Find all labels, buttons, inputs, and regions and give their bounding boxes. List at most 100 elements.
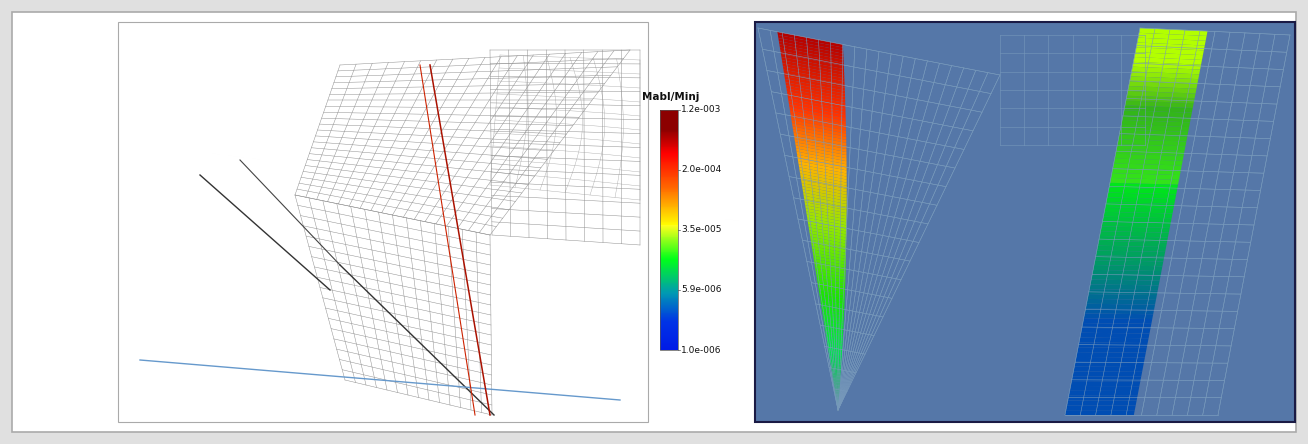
- Polygon shape: [1138, 33, 1206, 41]
- Polygon shape: [778, 41, 844, 57]
- Polygon shape: [785, 79, 845, 94]
- Bar: [661, 197, 678, 198]
- Bar: [661, 190, 678, 191]
- Bar: [661, 313, 678, 314]
- Bar: [661, 228, 678, 229]
- Bar: [661, 253, 678, 254]
- Polygon shape: [1130, 76, 1198, 84]
- Polygon shape: [786, 88, 845, 103]
- Bar: [661, 163, 678, 164]
- Bar: [661, 224, 678, 225]
- Bar: [661, 329, 678, 330]
- Bar: [661, 130, 678, 131]
- Bar: [661, 194, 678, 195]
- Polygon shape: [1075, 357, 1144, 362]
- Polygon shape: [1120, 130, 1188, 137]
- Polygon shape: [812, 252, 846, 262]
- Polygon shape: [820, 300, 845, 307]
- Bar: [661, 245, 678, 246]
- Bar: [661, 138, 678, 139]
- Bar: [661, 348, 678, 349]
- Bar: [661, 283, 678, 284]
- Bar: [661, 230, 678, 231]
- Bar: [661, 233, 678, 234]
- Polygon shape: [803, 193, 846, 204]
- Bar: [661, 184, 678, 185]
- Bar: [661, 229, 678, 230]
- Polygon shape: [1129, 81, 1197, 89]
- Text: 1.0e-006: 1.0e-006: [681, 345, 722, 354]
- Polygon shape: [794, 139, 846, 152]
- Polygon shape: [1080, 328, 1151, 333]
- Polygon shape: [1078, 342, 1147, 348]
- Bar: [661, 308, 678, 309]
- Polygon shape: [1100, 226, 1169, 233]
- Polygon shape: [1104, 207, 1173, 214]
- Bar: [661, 212, 678, 213]
- Bar: [661, 120, 678, 121]
- Bar: [661, 315, 678, 316]
- Text: 1.2e-003: 1.2e-003: [681, 106, 722, 115]
- Bar: [661, 167, 678, 168]
- Bar: [661, 112, 678, 113]
- Bar: [661, 342, 678, 344]
- Bar: [661, 202, 678, 203]
- Polygon shape: [804, 202, 846, 213]
- Bar: [661, 241, 678, 242]
- Bar: [661, 218, 678, 219]
- Bar: [661, 337, 678, 338]
- Bar: [661, 267, 678, 269]
- Polygon shape: [815, 268, 845, 277]
- Bar: [661, 223, 678, 224]
- Bar: [661, 240, 678, 241]
- Polygon shape: [1067, 400, 1137, 405]
- Bar: [661, 188, 678, 189]
- Polygon shape: [1134, 57, 1202, 65]
- Bar: [661, 323, 678, 324]
- Polygon shape: [1137, 43, 1205, 50]
- Bar: [661, 110, 678, 350]
- Bar: [661, 111, 678, 112]
- Polygon shape: [791, 120, 846, 134]
- Bar: [661, 161, 678, 162]
- Polygon shape: [1065, 410, 1135, 415]
- Bar: [661, 291, 678, 292]
- Bar: [661, 336, 678, 337]
- Bar: [661, 173, 678, 174]
- Polygon shape: [1126, 96, 1194, 103]
- Bar: [661, 160, 678, 161]
- Polygon shape: [1134, 52, 1203, 60]
- Bar: [661, 182, 678, 183]
- Bar: [661, 301, 678, 302]
- Bar: [661, 204, 678, 205]
- Bar: [661, 279, 678, 280]
- Polygon shape: [821, 306, 844, 313]
- Polygon shape: [781, 54, 844, 69]
- Polygon shape: [780, 44, 844, 60]
- Bar: [661, 264, 678, 265]
- Bar: [661, 159, 678, 160]
- Polygon shape: [825, 334, 842, 341]
- Polygon shape: [806, 208, 846, 219]
- Bar: [661, 255, 678, 256]
- Bar: [661, 153, 678, 154]
- Bar: [661, 328, 678, 329]
- Bar: [661, 178, 678, 179]
- Polygon shape: [1097, 241, 1167, 247]
- Polygon shape: [810, 230, 846, 241]
- Bar: [661, 284, 678, 285]
- Polygon shape: [818, 284, 845, 292]
- Bar: [661, 281, 678, 282]
- Bar: [661, 174, 678, 176]
- Bar: [661, 318, 678, 319]
- Bar: [661, 266, 678, 267]
- Bar: [661, 179, 678, 180]
- Bar: [661, 158, 678, 159]
- Polygon shape: [821, 303, 844, 310]
- Bar: [661, 275, 678, 276]
- Polygon shape: [812, 246, 846, 256]
- Bar: [661, 121, 678, 122]
- Polygon shape: [814, 256, 846, 265]
- Polygon shape: [1135, 48, 1203, 55]
- Bar: [661, 259, 678, 260]
